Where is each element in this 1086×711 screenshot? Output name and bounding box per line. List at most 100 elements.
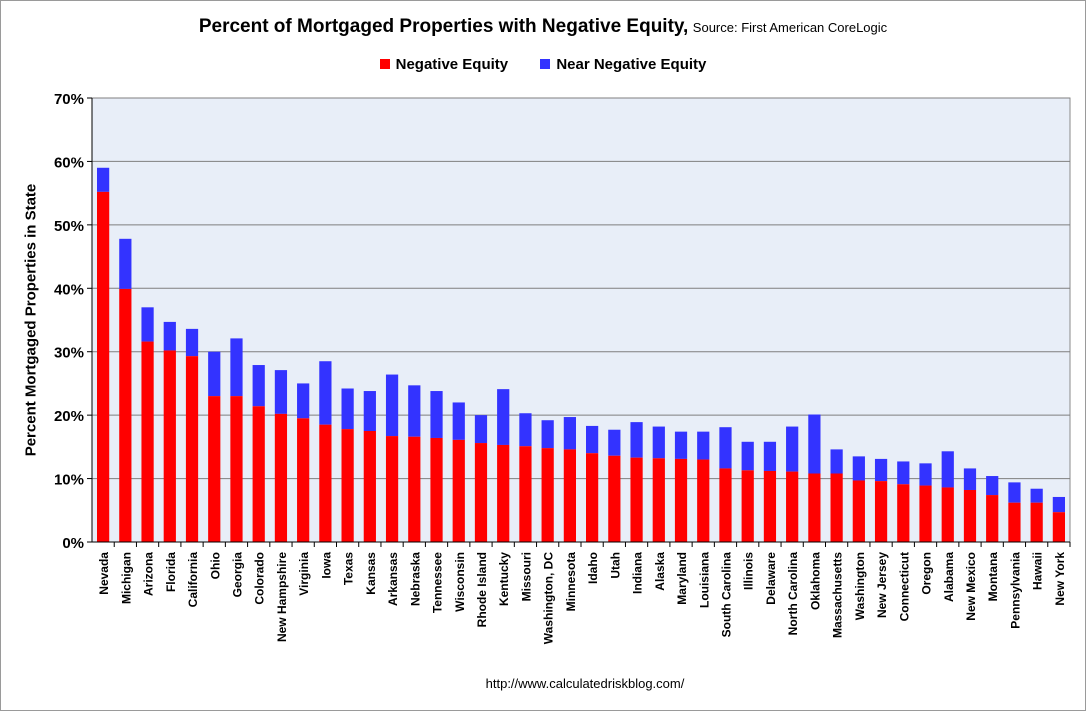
- bar-negative-equity: [986, 495, 999, 542]
- legend-swatch-negative: [379, 59, 390, 69]
- x-tick-label: Michigan: [119, 552, 133, 604]
- bar-near-negative-equity: [586, 425, 599, 454]
- bar-negative-equity: [474, 443, 488, 542]
- bar-near-negative-equity: [119, 238, 132, 289]
- x-tick-label: Missouri: [519, 552, 533, 601]
- x-tick-label: Arkansas: [386, 552, 400, 606]
- footer-url: http://www.calculatedriskblog.com/: [485, 676, 685, 691]
- x-tick-label: Washington: [853, 552, 867, 620]
- bar-negative-equity: [119, 288, 132, 542]
- bar-near-negative-equity: [497, 389, 510, 445]
- bar-near-negative-equity: [808, 414, 821, 474]
- bar-negative-equity: [163, 350, 176, 542]
- x-tick-label: Texas: [342, 552, 356, 585]
- bar-negative-equity: [852, 480, 865, 542]
- bar-negative-equity: [763, 470, 777, 542]
- x-tick-label: Montana: [986, 552, 1000, 602]
- bar-negative-equity: [1008, 502, 1021, 542]
- x-tick-label: Connecticut: [897, 552, 911, 621]
- bar-near-negative-equity: [319, 361, 332, 425]
- x-tick-label: New Mexico: [964, 552, 978, 621]
- x-tick-label: Nebraska: [408, 552, 422, 606]
- x-tick-label: Tennessee: [431, 552, 445, 613]
- legend-swatch-near: [540, 59, 551, 69]
- bar-negative-equity: [941, 487, 954, 542]
- bar-negative-equity: [274, 413, 288, 542]
- bar-negative-equity: [208, 396, 221, 542]
- x-tick-label: California: [186, 552, 200, 608]
- x-tick-label: Illinois: [742, 552, 756, 590]
- bar-near-negative-equity: [852, 456, 865, 481]
- legend-label-near: Near Negative Equity: [556, 56, 707, 73]
- bar-negative-equity: [697, 459, 710, 542]
- bar-near-negative-equity: [786, 426, 799, 472]
- x-tick-label: Washington, DC: [542, 552, 556, 645]
- bar-near-negative-equity: [963, 468, 977, 490]
- y-tick-label: 70%: [54, 91, 84, 108]
- x-tick-label: Hawaii: [1031, 552, 1045, 590]
- bar-near-negative-equity: [1030, 488, 1043, 503]
- x-tick-label: Oklahoma: [808, 552, 822, 610]
- bar-near-negative-equity: [452, 402, 465, 440]
- x-tick-label: Indiana: [631, 552, 645, 594]
- y-tick-label: 60%: [54, 154, 84, 171]
- bar-negative-equity: [719, 468, 732, 542]
- x-tick-label: Louisiana: [697, 552, 711, 608]
- bar-negative-equity: [319, 424, 332, 542]
- x-tick-label: Arizona: [142, 552, 156, 596]
- bar-negative-equity: [519, 446, 532, 542]
- bar-near-negative-equity: [941, 451, 954, 488]
- bar-near-negative-equity: [830, 449, 843, 474]
- bar-near-negative-equity: [697, 431, 710, 460]
- bar-near-negative-equity: [341, 388, 354, 430]
- bar-near-negative-equity: [986, 476, 999, 496]
- bar-negative-equity: [430, 437, 443, 542]
- x-tick-label: North Carolina: [786, 552, 800, 636]
- bar-negative-equity: [963, 489, 977, 542]
- x-tick-label: Ohio: [208, 552, 222, 579]
- bar-negative-equity: [141, 341, 154, 542]
- bar-near-negative-equity: [97, 167, 110, 192]
- y-tick-label: 10%: [54, 472, 84, 489]
- bar-negative-equity: [674, 458, 688, 542]
- bar-near-negative-equity: [763, 441, 777, 471]
- bar-negative-equity: [741, 470, 754, 542]
- bar-negative-equity: [874, 481, 888, 542]
- bar-near-negative-equity: [1008, 482, 1021, 503]
- bar-negative-equity: [185, 356, 199, 542]
- bar-negative-equity: [808, 473, 821, 542]
- legend-item-near: Near Negative Equity: [540, 56, 706, 73]
- bar-near-negative-equity: [919, 463, 932, 486]
- x-tick-label: Minnesota: [564, 552, 578, 612]
- bar-negative-equity: [919, 485, 932, 542]
- bar-near-negative-equity: [563, 417, 576, 450]
- bar-near-negative-equity: [630, 422, 643, 458]
- x-tick-label: Georgia: [230, 552, 244, 598]
- bar-negative-equity: [97, 191, 110, 543]
- bar-near-negative-equity: [519, 413, 532, 447]
- bar-near-negative-equity: [297, 383, 310, 419]
- x-tick-label: Pennsylvania: [1008, 552, 1022, 629]
- x-tick-label: Nevada: [97, 552, 111, 595]
- x-tick-label: New Hampshire: [275, 552, 289, 642]
- bar-negative-equity: [563, 449, 576, 542]
- x-tick-label: Rhode Island: [475, 552, 489, 627]
- bar-near-negative-equity: [408, 385, 421, 437]
- x-tick-label: Florida: [164, 552, 178, 592]
- bar-negative-equity: [385, 436, 399, 542]
- bar-near-negative-equity: [230, 338, 243, 397]
- x-tick-label: Kentucky: [497, 552, 511, 606]
- x-tick-label: Idaho: [586, 552, 600, 584]
- x-tick-label: Wisconsin: [453, 552, 467, 612]
- bar-near-negative-equity: [385, 374, 399, 437]
- bar-near-negative-equity: [252, 365, 265, 407]
- legend: Negative Equity Near Negative Equity: [0, 56, 1086, 73]
- chart-title-row: Percent of Mortgaged Properties with Neg…: [0, 16, 1086, 38]
- bar-negative-equity: [786, 471, 799, 542]
- bar-near-negative-equity: [541, 420, 554, 449]
- y-tick-label: 50%: [54, 218, 84, 235]
- chart-title: Percent of Mortgaged Properties with Neg…: [198, 16, 689, 37]
- bar-near-negative-equity: [1052, 496, 1065, 513]
- y-tick-label: 40%: [54, 281, 84, 298]
- bar-negative-equity: [230, 396, 243, 542]
